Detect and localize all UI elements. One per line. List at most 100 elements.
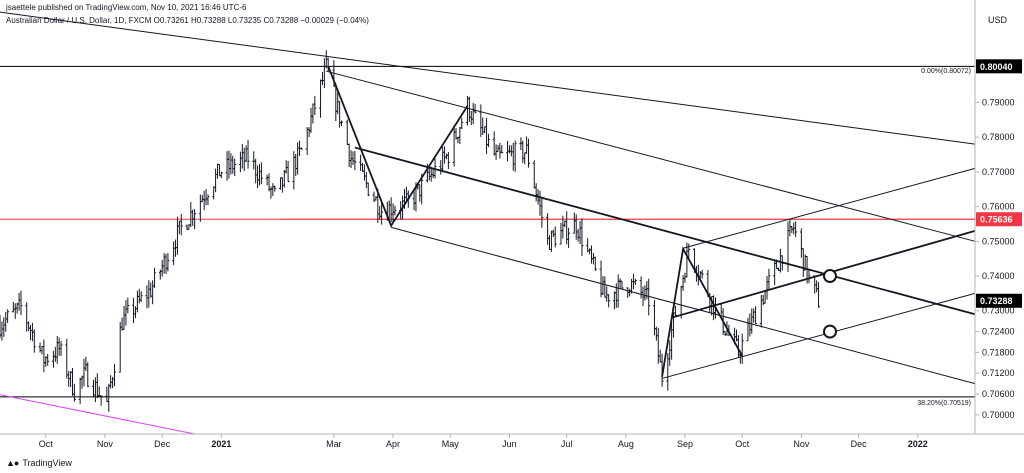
- ohlc-bar: [313, 95, 317, 115]
- ohlc-bar: [259, 162, 263, 185]
- y-tick-label: 0.70000: [982, 410, 1015, 420]
- price-badges: 0.80040 0.75636 0.73288: [976, 59, 1022, 308]
- ohlc-bar: [216, 163, 220, 179]
- ohlc-bar: [57, 337, 61, 356]
- ohlc-bar: [319, 79, 323, 118]
- trendline: [354, 146, 976, 316]
- badge-label: 0.75636: [980, 215, 1013, 225]
- ohlc-bar: [145, 285, 149, 309]
- y-tick-label: 0.74000: [982, 271, 1015, 281]
- ohlc-bar: [265, 174, 269, 186]
- ohlc-bar: [656, 327, 660, 364]
- ohlc-bar: [580, 218, 584, 257]
- price-axis[interactable]: 0.79000 0.78000 0.77000 0.76000 0.75000 0.740…: [975, 97, 1015, 420]
- ohlc-bar: [198, 194, 202, 222]
- ohlc-bar: [465, 95, 469, 126]
- ohlc-bar: [147, 280, 151, 308]
- ohlc-bar: [46, 353, 50, 366]
- ohlc-bar: [27, 321, 31, 332]
- ohlc-bar: [71, 368, 75, 396]
- ohlc-bar: [439, 160, 443, 175]
- trendlines: [0, 11, 976, 435]
- ohlc-bar: [204, 189, 208, 206]
- ohlc-bar: [567, 227, 571, 249]
- ohlc-bar: [294, 153, 298, 176]
- y-tick-label: 0.79000: [982, 97, 1015, 107]
- ohlc-bar: [748, 313, 752, 337]
- ohlc-bar: [55, 336, 59, 364]
- trendline: [0, 394, 195, 435]
- trendline: [682, 167, 976, 249]
- ohlc-bar: [164, 253, 168, 274]
- ohlc-bar: [599, 260, 603, 298]
- ohlc-bar: [252, 151, 256, 170]
- ohlc-bar: [6, 309, 10, 323]
- ohlc-bar: [551, 229, 555, 238]
- ohlc-bar: [120, 317, 124, 331]
- badge-label: 0.80040: [980, 62, 1013, 72]
- ohlc-bar: [320, 71, 324, 86]
- x-tick-label: Apr: [386, 439, 400, 449]
- ohlc-bar: [750, 308, 754, 334]
- ohlc-bar: [418, 184, 422, 202]
- ohlc-bar: [633, 278, 637, 285]
- ohlc-bar: [628, 288, 632, 297]
- ohlc-bar: [469, 110, 473, 126]
- badge-bg: [976, 293, 1022, 308]
- ohlc-bar: [191, 209, 195, 226]
- ohlc-bar: [269, 186, 273, 199]
- ohlc-bar: [486, 133, 490, 148]
- trendline: [391, 226, 976, 385]
- y-tick-label: 0.76000: [982, 202, 1015, 212]
- ohlc-bar: [80, 375, 84, 389]
- ohlc-bar: [799, 228, 803, 258]
- ohlc-bar: [719, 303, 723, 315]
- x-tick-label: Dec: [851, 439, 868, 449]
- ohlc-bar: [225, 151, 229, 181]
- ohlc-bar: [532, 160, 536, 189]
- ohlc-bar: [69, 371, 73, 388]
- horizontal-levels: 0.00%(0.80072) 38.20%(0.70519): [0, 65, 975, 407]
- ohlc-bar: [471, 102, 475, 125]
- ohlc-bar: [238, 151, 242, 173]
- ohlc-bar: [511, 142, 515, 171]
- ohlc-bar: [364, 172, 368, 189]
- ohlc-bar: [509, 145, 513, 157]
- y-tick-label: 0.78000: [982, 132, 1015, 142]
- ohlc-bar: [19, 290, 23, 316]
- ohlc-bar: [78, 377, 82, 405]
- ohlc-bar: [219, 171, 223, 179]
- time-axis[interactable]: Oct Nov Dec 2021 Mar Apr May Jun Jul Aug Sep Oct Nov…: [39, 434, 928, 449]
- ohlc-bar: [347, 143, 351, 168]
- ohlc-bar: [112, 364, 116, 387]
- ohlc-bar: [256, 165, 260, 189]
- x-tick-label: May: [442, 439, 460, 449]
- ohlc-bar: [540, 197, 544, 228]
- x-tick-label: 2021: [211, 439, 231, 449]
- ohlc-bar: [286, 160, 290, 183]
- ohlc-bar: [380, 202, 384, 225]
- trendline: [661, 292, 976, 379]
- ohlc-bar: [452, 125, 456, 167]
- ohlc-bar: [792, 222, 796, 235]
- ohlc-bar: [815, 280, 819, 293]
- ohlc-bar: [153, 267, 157, 288]
- x-tick-label: Nov: [97, 439, 114, 449]
- y-tick-label: 0.75000: [982, 236, 1015, 246]
- ohlc-bar: [174, 239, 178, 257]
- ohlc-bar: [267, 173, 271, 192]
- ohlc-bar: [175, 216, 179, 255]
- ohlc-bar: [124, 300, 128, 326]
- tradingview-logo-icon: ▲●: [6, 458, 19, 468]
- ohlc-bar: [257, 164, 261, 186]
- ohlc-bar: [72, 383, 76, 402]
- ohlc-bar: [282, 169, 286, 188]
- candles: [0, 50, 821, 412]
- tradingview-brand[interactable]: ▲● TradingView: [6, 458, 72, 468]
- ohlc-bar: [601, 276, 605, 296]
- ohlc-bar: [351, 151, 355, 166]
- ohlc-bar: [240, 143, 244, 169]
- x-tick-label: Jul: [561, 439, 573, 449]
- ohlc-bar: [11, 301, 15, 313]
